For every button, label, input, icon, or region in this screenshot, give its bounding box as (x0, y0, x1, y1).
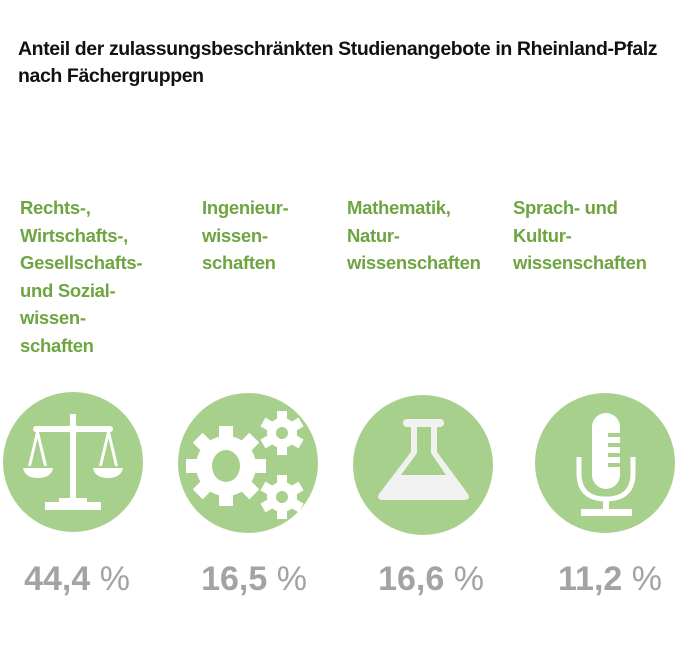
value-label-law-economics-social: 44,4 % (2, 560, 152, 599)
category-label-law-economics-social: Rechts-, Wirtschafts-, Gesellschafts- un… (20, 197, 143, 356)
scales-icon (3, 392, 143, 532)
value-unit: % (453, 560, 484, 598)
value-unit: % (276, 560, 307, 598)
value-label-math-science: 16,6 % (356, 560, 506, 599)
category-label-language-culture: Sprach- und Kultur- wissenschaften (513, 197, 647, 273)
value-label-engineering: 16,5 % (179, 560, 329, 599)
value-unit: % (631, 560, 662, 598)
value-number: 44,4 (24, 560, 91, 598)
chart-title: Anteil der zulassungsbeschränkten Studie… (18, 38, 658, 87)
value-unit: % (99, 560, 130, 598)
value-number: 16,6 (378, 560, 445, 598)
value-number: 16,5 (201, 560, 268, 598)
value-number: 11,2 (558, 560, 623, 598)
category-label-engineering: Ingenieur- wissen- schaften (202, 197, 289, 273)
flask-icon (353, 395, 493, 535)
value-label-language-culture: 11,2 % (535, 560, 685, 599)
gears-icon (178, 393, 318, 533)
category-label-math-science: Mathematik, Natur- wissenschaften (347, 197, 481, 273)
microphone-icon (535, 393, 675, 533)
